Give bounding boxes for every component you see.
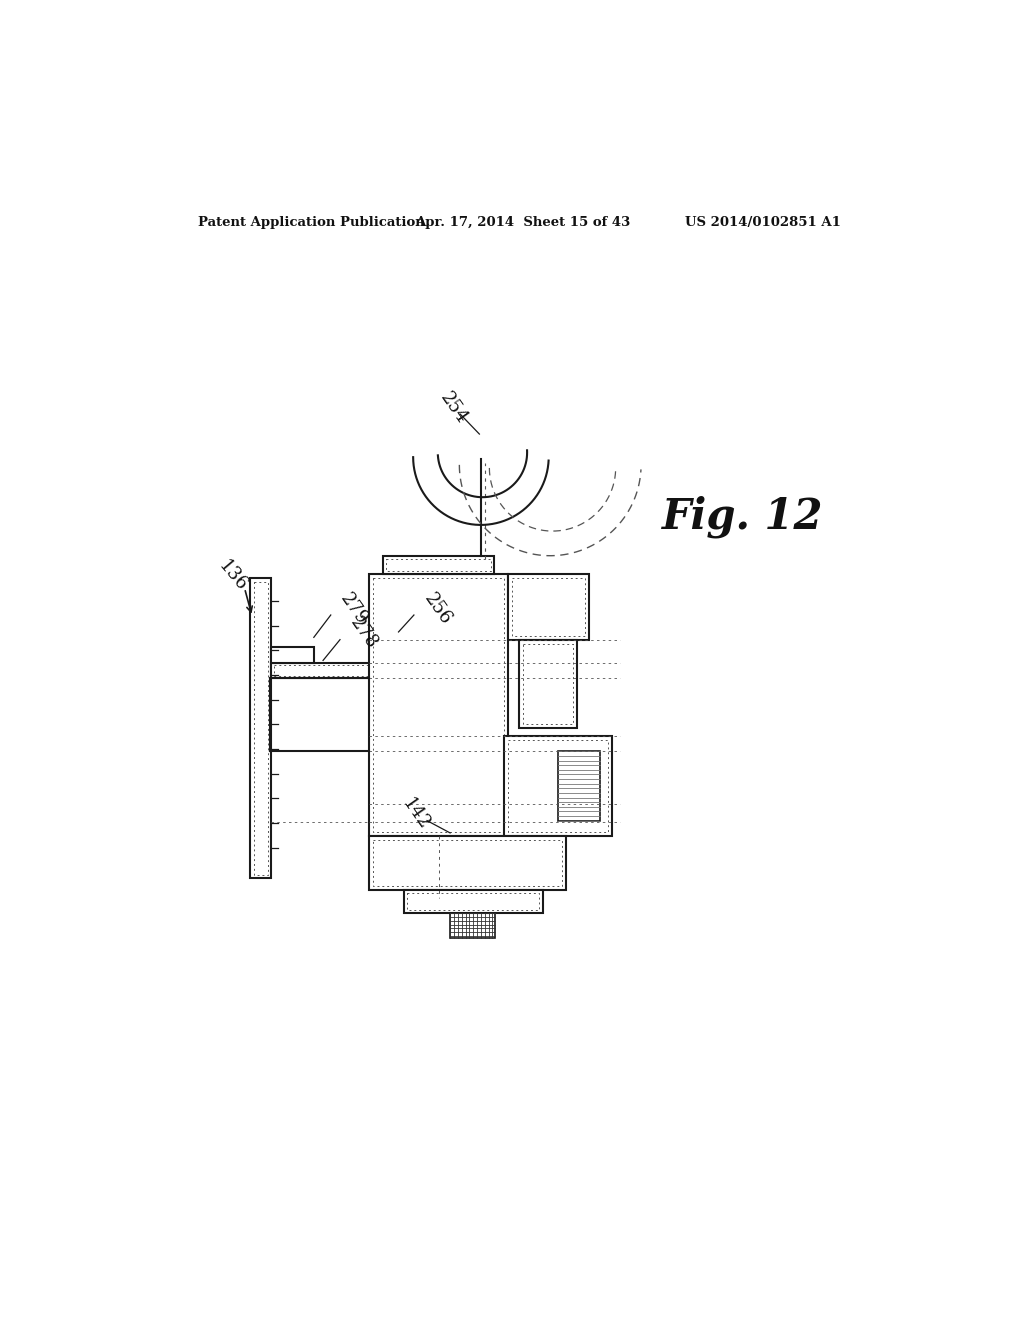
Bar	[451, 913, 495, 937]
Bar	[271, 663, 372, 678]
Bar	[386, 558, 490, 572]
Text: 279: 279	[337, 590, 372, 628]
Bar	[558, 751, 600, 821]
Bar	[383, 556, 494, 574]
Text: Fig. 12: Fig. 12	[662, 495, 823, 537]
Bar	[508, 739, 608, 832]
Text: Patent Application Publication: Patent Application Publication	[199, 216, 425, 230]
Bar	[504, 737, 611, 836]
Bar	[407, 892, 540, 909]
Bar	[373, 578, 504, 832]
Bar	[254, 582, 267, 875]
Text: 142: 142	[398, 795, 433, 834]
Bar	[370, 574, 508, 836]
Text: 136: 136	[214, 557, 250, 595]
Bar	[523, 644, 573, 725]
Bar	[273, 665, 370, 676]
Text: 254: 254	[437, 389, 471, 426]
Text: 256: 256	[421, 590, 456, 628]
Bar	[250, 578, 271, 878]
Bar	[370, 836, 565, 890]
Text: 278: 278	[346, 614, 381, 652]
Bar	[373, 840, 562, 886]
Bar	[512, 578, 585, 636]
Text: Apr. 17, 2014  Sheet 15 of 43: Apr. 17, 2014 Sheet 15 of 43	[416, 216, 631, 230]
Bar	[508, 574, 589, 640]
Bar	[403, 890, 543, 913]
Bar	[519, 640, 578, 729]
Bar	[271, 647, 313, 663]
Text: US 2014/0102851 A1: US 2014/0102851 A1	[685, 216, 841, 230]
